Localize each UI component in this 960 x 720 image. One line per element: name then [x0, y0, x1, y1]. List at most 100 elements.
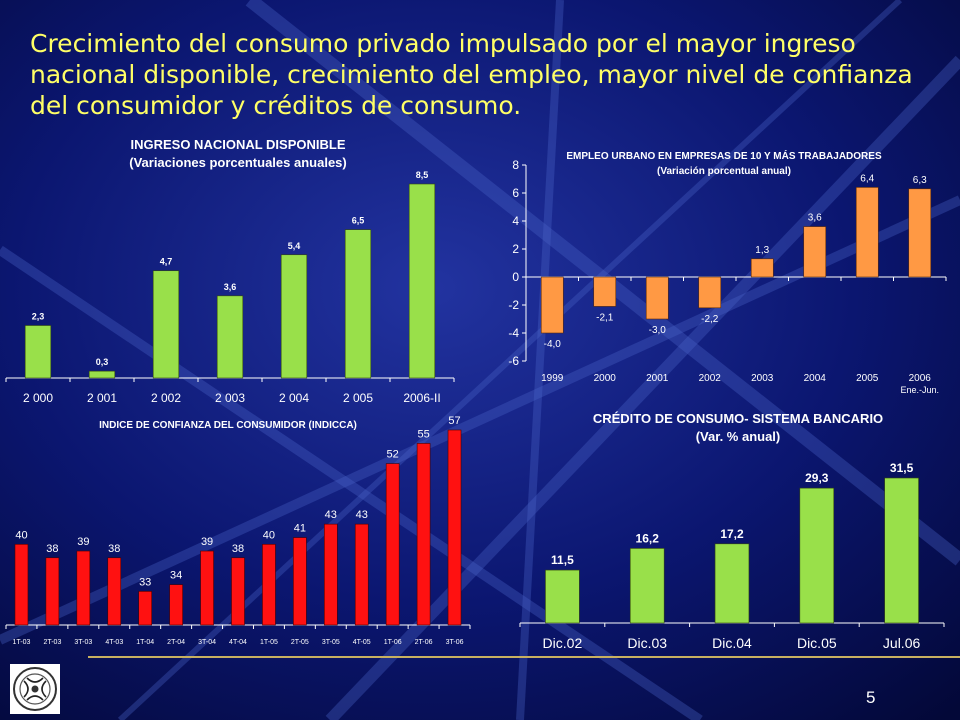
bar-2002 [698, 276, 722, 309]
bar-2-005 [344, 229, 372, 379]
confianza-consumidor-chart: INDICE DE CONFIANZA DEL CONSUMIDOR (INDI… [0, 412, 480, 652]
category-label: 2 003 [215, 391, 245, 405]
bar-dic-04 [714, 543, 750, 624]
category-label: 2 005 [343, 391, 373, 405]
data-label: 1,3 [755, 245, 769, 256]
category-label: 2T-06 [415, 639, 433, 646]
bar-dic-02 [545, 569, 580, 624]
category-label: 3T-04 [198, 639, 216, 646]
y-tick-label: 2 [512, 242, 519, 256]
y-tick-label: 4 [512, 214, 519, 228]
bar-2t-04 [169, 584, 183, 626]
bar-2t-03 [45, 557, 60, 626]
category-label: Dic.02 [543, 635, 583, 651]
y-tick-label: -2 [508, 298, 519, 312]
data-label: 16,2 [636, 531, 660, 545]
data-label: 55 [417, 428, 429, 440]
data-label: 40 [263, 529, 275, 541]
category-label: 4T-04 [229, 639, 247, 646]
y-tick-label: -4 [508, 326, 519, 340]
bar-1t-03 [14, 544, 29, 626]
data-label: 38 [46, 543, 58, 555]
bar-2-002 [152, 270, 180, 379]
data-label: 40 [15, 529, 27, 541]
data-label: 17,2 [720, 527, 744, 541]
data-label: 41 [294, 523, 306, 535]
chart-subtitle: (Variación porcentual anual) [657, 166, 791, 177]
data-label: 6,5 [352, 216, 365, 226]
bar-3t-03 [76, 550, 91, 626]
data-label: 38 [232, 543, 244, 555]
bar-2001 [645, 276, 669, 320]
data-label: 29,3 [805, 471, 829, 485]
bar-3t-05 [324, 523, 338, 626]
bar-2t-05 [293, 537, 307, 626]
bar-1t-05 [262, 544, 276, 626]
empleo-urbano-chart: EMPLEO URBANO EN EMPRESAS DE 10 Y MÁS TR… [494, 140, 954, 402]
bar-dic-05 [799, 487, 835, 624]
category-label: 2006 [909, 373, 932, 384]
category-label: 2006-II [403, 391, 440, 405]
central-bank-seal-icon [10, 664, 60, 714]
category-label: Dic.03 [627, 635, 667, 651]
category-label: 4T-03 [105, 639, 123, 646]
data-label: 43 [356, 509, 368, 521]
category-label: 2003 [751, 373, 774, 384]
data-label: 57 [448, 415, 460, 427]
category-label: 2004 [804, 373, 827, 384]
bar-4t-04 [231, 557, 245, 626]
category-label: 3T-05 [322, 639, 340, 646]
bar-jul-06 [884, 477, 919, 624]
category-label: Dic.04 [712, 635, 752, 651]
category-label: 2002 [699, 373, 722, 384]
data-label: 52 [387, 449, 399, 461]
bar-dic-03 [629, 548, 665, 624]
category-label: 2T-04 [167, 639, 185, 646]
chart-title: INDICE DE CONFIANZA DEL CONSUMIDOR (INDI… [99, 420, 357, 431]
bar-2-000 [24, 325, 52, 379]
data-label: -4,0 [544, 339, 562, 350]
data-label: 34 [170, 570, 182, 582]
bar-1t-06 [385, 463, 400, 626]
data-label: 6,4 [860, 173, 874, 184]
data-label: -3,0 [649, 325, 667, 336]
data-label: -2,2 [701, 314, 719, 325]
category-label: 2005 [856, 373, 879, 384]
category-label: 1T-03 [13, 639, 31, 646]
y-tick-label: 6 [512, 186, 519, 200]
category-label: 4T-05 [353, 639, 371, 646]
chart-title: CRÉDITO DE CONSUMO- SISTEMA BANCARIO [593, 411, 883, 426]
chart-subtitle: (Variaciones porcentuales anuales) [129, 155, 346, 170]
category-label: Dic.05 [797, 635, 837, 651]
data-label: 4,7 [160, 257, 173, 267]
data-label: 38 [108, 543, 120, 555]
category-label: 2 000 [23, 391, 53, 405]
category-note: Ene.-Jun. [900, 385, 939, 395]
category-label: 1999 [541, 373, 564, 384]
bar-2-003 [216, 295, 244, 379]
data-label: 6,3 [913, 175, 927, 186]
credito-consumo-chart: CRÉDITO DE CONSUMO- SISTEMA BANCARIO (Var… [512, 405, 954, 655]
data-label: 33 [139, 576, 151, 588]
bar-2000 [593, 276, 617, 307]
data-label: 3,6 [808, 213, 822, 224]
category-label: 1T-05 [260, 639, 278, 646]
category-label: 2 001 [87, 391, 117, 405]
bar-2-004 [280, 254, 308, 379]
data-label: 11,5 [551, 553, 574, 567]
bar-4t-05 [354, 523, 369, 626]
y-tick-label: -6 [508, 354, 519, 368]
bar-2-001 [88, 370, 116, 379]
data-label: 0,3 [96, 357, 109, 367]
data-label: 5,4 [288, 241, 301, 251]
chart-subtitle: (Var. % anual) [696, 429, 781, 444]
y-tick-label: 0 [512, 270, 519, 284]
data-label: 8,5 [416, 170, 429, 180]
category-label: 2001 [646, 373, 669, 384]
category-label: 3T-06 [446, 639, 464, 646]
category-label: 1T-06 [384, 639, 402, 646]
data-label: 3,6 [224, 282, 237, 292]
bar-2004 [803, 226, 827, 278]
bar-1t-04 [138, 591, 152, 626]
category-label: 1T-04 [136, 639, 154, 646]
